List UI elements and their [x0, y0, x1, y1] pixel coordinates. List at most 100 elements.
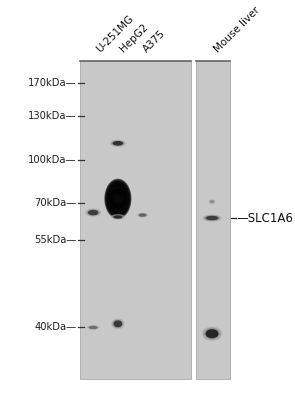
- Ellipse shape: [204, 215, 220, 221]
- Ellipse shape: [209, 199, 215, 204]
- Text: 40kDa—: 40kDa—: [35, 322, 77, 332]
- Ellipse shape: [116, 197, 120, 201]
- Ellipse shape: [201, 214, 223, 222]
- Ellipse shape: [204, 216, 219, 221]
- Ellipse shape: [113, 215, 123, 219]
- Ellipse shape: [112, 205, 124, 212]
- Ellipse shape: [112, 141, 124, 146]
- Ellipse shape: [83, 208, 103, 218]
- Ellipse shape: [109, 189, 127, 209]
- Text: 170kDa—: 170kDa—: [28, 78, 77, 88]
- Ellipse shape: [108, 202, 128, 216]
- Ellipse shape: [113, 193, 123, 204]
- Ellipse shape: [203, 327, 221, 340]
- Ellipse shape: [111, 212, 125, 217]
- Ellipse shape: [109, 185, 126, 197]
- Ellipse shape: [114, 195, 121, 203]
- Ellipse shape: [209, 200, 215, 204]
- Ellipse shape: [111, 191, 124, 206]
- Ellipse shape: [113, 141, 123, 146]
- Ellipse shape: [104, 179, 131, 219]
- Ellipse shape: [108, 183, 128, 214]
- Ellipse shape: [111, 214, 125, 220]
- Ellipse shape: [111, 189, 124, 208]
- Ellipse shape: [114, 194, 122, 203]
- Ellipse shape: [111, 204, 125, 214]
- Text: 100kDa—: 100kDa—: [28, 155, 77, 165]
- Ellipse shape: [86, 209, 100, 216]
- Ellipse shape: [138, 213, 147, 217]
- Ellipse shape: [115, 196, 120, 202]
- Ellipse shape: [113, 194, 122, 204]
- Ellipse shape: [113, 320, 123, 328]
- Ellipse shape: [210, 200, 214, 203]
- Ellipse shape: [110, 190, 126, 208]
- Ellipse shape: [137, 212, 149, 218]
- Ellipse shape: [115, 195, 121, 202]
- Ellipse shape: [84, 208, 102, 217]
- Text: HepG2: HepG2: [118, 22, 150, 54]
- Ellipse shape: [112, 205, 124, 213]
- Ellipse shape: [88, 326, 98, 329]
- Ellipse shape: [86, 325, 100, 330]
- Ellipse shape: [202, 215, 222, 222]
- Ellipse shape: [202, 326, 222, 341]
- Ellipse shape: [114, 193, 122, 205]
- Ellipse shape: [107, 183, 129, 198]
- Ellipse shape: [109, 189, 126, 208]
- Ellipse shape: [139, 214, 146, 217]
- Ellipse shape: [110, 214, 125, 220]
- Text: 130kDa—: 130kDa—: [28, 111, 77, 121]
- Ellipse shape: [200, 325, 224, 342]
- Ellipse shape: [110, 214, 126, 220]
- Ellipse shape: [112, 192, 123, 205]
- Ellipse shape: [112, 212, 124, 217]
- Ellipse shape: [85, 324, 101, 330]
- Ellipse shape: [208, 199, 216, 204]
- Ellipse shape: [87, 209, 100, 216]
- Ellipse shape: [112, 319, 124, 328]
- Ellipse shape: [204, 328, 220, 339]
- Ellipse shape: [111, 190, 125, 207]
- Ellipse shape: [85, 208, 101, 217]
- Ellipse shape: [109, 139, 127, 147]
- Ellipse shape: [111, 318, 125, 329]
- Ellipse shape: [109, 184, 127, 197]
- Ellipse shape: [105, 180, 131, 218]
- Ellipse shape: [111, 212, 125, 217]
- Ellipse shape: [114, 215, 122, 219]
- Ellipse shape: [202, 327, 222, 340]
- Ellipse shape: [209, 199, 215, 204]
- Ellipse shape: [110, 187, 126, 210]
- Ellipse shape: [109, 212, 126, 217]
- Ellipse shape: [109, 203, 127, 215]
- Ellipse shape: [112, 319, 124, 329]
- Ellipse shape: [110, 212, 126, 217]
- Ellipse shape: [109, 204, 126, 214]
- Ellipse shape: [114, 320, 122, 327]
- Ellipse shape: [112, 319, 124, 328]
- Ellipse shape: [138, 213, 148, 217]
- Ellipse shape: [85, 208, 101, 217]
- Ellipse shape: [110, 214, 126, 220]
- Ellipse shape: [112, 140, 124, 146]
- Ellipse shape: [86, 325, 101, 330]
- Ellipse shape: [106, 182, 130, 216]
- Ellipse shape: [136, 212, 149, 218]
- Ellipse shape: [111, 186, 125, 196]
- Text: Mouse liver: Mouse liver: [212, 4, 261, 54]
- Ellipse shape: [208, 199, 216, 204]
- Ellipse shape: [108, 184, 128, 213]
- Text: 70kDa—: 70kDa—: [35, 198, 77, 208]
- Ellipse shape: [206, 329, 219, 338]
- Ellipse shape: [86, 209, 101, 216]
- Ellipse shape: [110, 318, 125, 330]
- Ellipse shape: [110, 212, 125, 217]
- Ellipse shape: [209, 200, 215, 204]
- Ellipse shape: [136, 212, 149, 218]
- Ellipse shape: [112, 212, 123, 216]
- Ellipse shape: [110, 204, 126, 214]
- Ellipse shape: [87, 325, 99, 330]
- Ellipse shape: [208, 199, 216, 204]
- Ellipse shape: [109, 203, 127, 215]
